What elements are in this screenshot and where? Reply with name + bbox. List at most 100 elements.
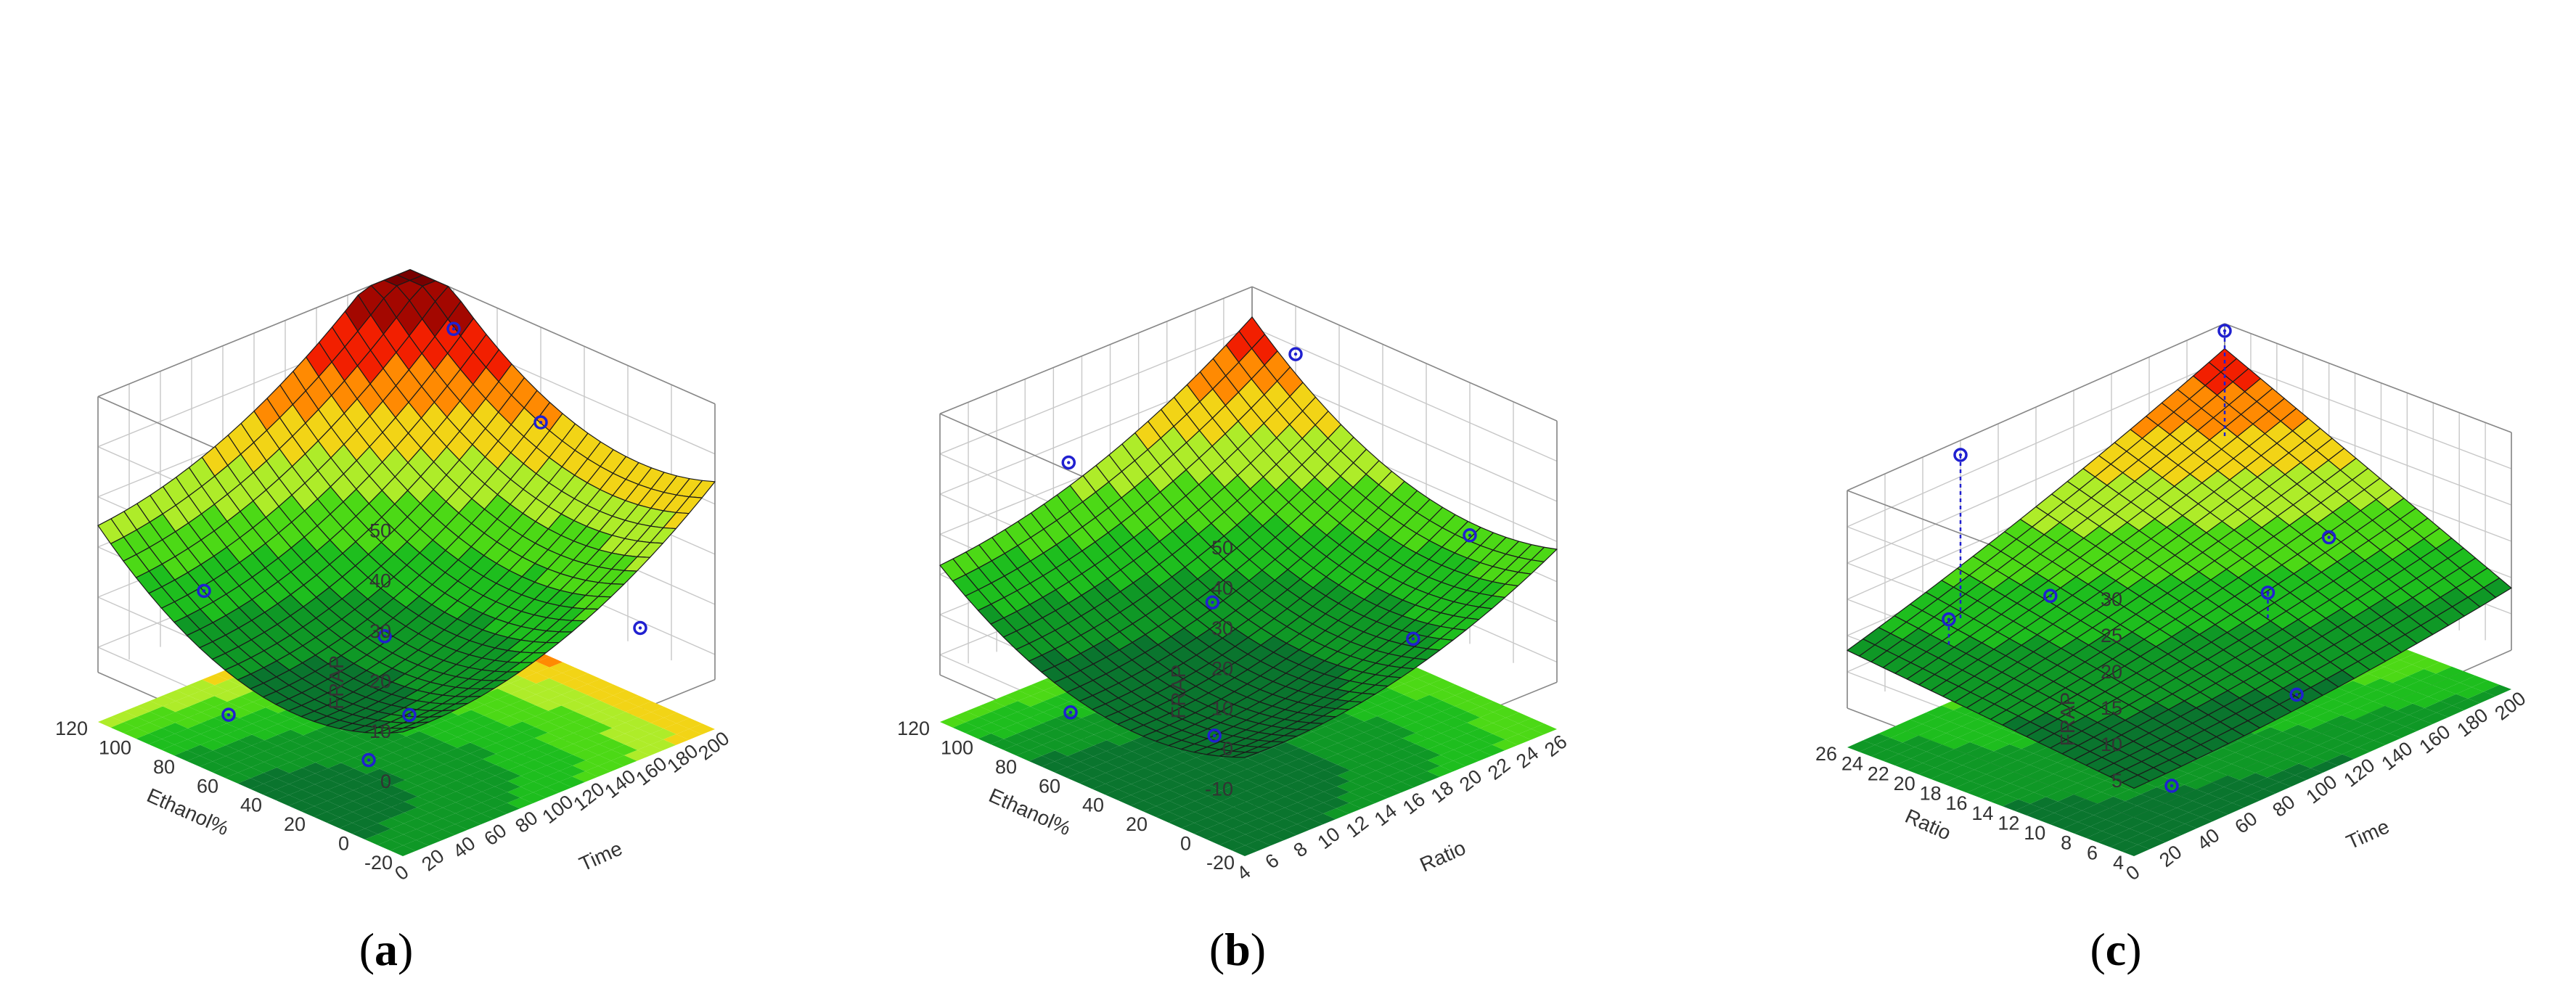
data-point-marker bbox=[1063, 705, 1078, 720]
data-point bbox=[377, 629, 392, 644]
y-tick-label: 12 bbox=[1998, 812, 2019, 834]
y-tick-label: 24 bbox=[1841, 753, 1863, 775]
y-tick-label: 8 bbox=[2061, 832, 2072, 854]
x-tick-label: 60 bbox=[2231, 808, 2261, 838]
z-tick-label: 30 bbox=[369, 620, 391, 642]
x-axis-title: Ratio bbox=[1416, 837, 1468, 876]
x-tick-label: 0 bbox=[2122, 861, 2143, 884]
x-tick-label: 24 bbox=[1512, 742, 1542, 773]
y-tick-label: 120 bbox=[897, 718, 930, 739]
z-tick-label: 10 bbox=[2101, 734, 2122, 755]
y-tick-label: 60 bbox=[1039, 775, 1060, 797]
y-tick-label: 60 bbox=[197, 775, 218, 797]
data-point-marker bbox=[402, 707, 417, 723]
data-point bbox=[1207, 728, 1222, 743]
y-tick-label: 20 bbox=[284, 813, 306, 835]
x-tick-label: 10 bbox=[1314, 823, 1344, 853]
z-tick-label: 20 bbox=[369, 670, 391, 692]
x-tick-label: 12 bbox=[1342, 811, 1373, 842]
data-point bbox=[197, 583, 211, 599]
data-point bbox=[1463, 528, 1477, 543]
data-point-marker bbox=[2043, 588, 2058, 604]
z-axis-title: FRAP bbox=[325, 655, 348, 710]
x-tick-label: 14 bbox=[1370, 800, 1401, 830]
data-point-marker bbox=[1953, 448, 1968, 462]
y-tick-label: 40 bbox=[1082, 794, 1104, 816]
x-tick-label: 20 bbox=[2155, 841, 2185, 871]
z-tick-label: 10 bbox=[369, 720, 391, 742]
data-point bbox=[446, 321, 461, 337]
y-tick-label: 0 bbox=[1180, 833, 1191, 855]
data-points bbox=[1942, 324, 2336, 793]
z-tick-label: 40 bbox=[369, 570, 391, 592]
data-point-marker bbox=[1061, 455, 1076, 470]
z-tick-label: 20 bbox=[1211, 657, 1233, 679]
x-axis-title: Time bbox=[576, 837, 626, 875]
y-tick-label: 100 bbox=[941, 736, 973, 758]
y-tick-label: 16 bbox=[1945, 792, 1967, 814]
data-point bbox=[221, 707, 236, 722]
data-point bbox=[2164, 779, 2179, 793]
y-tick-label: 120 bbox=[55, 718, 88, 739]
x-tick-label: 60 bbox=[480, 819, 510, 850]
data-point bbox=[1061, 455, 1076, 470]
z-tick-label: 50 bbox=[369, 520, 391, 542]
data-point-marker bbox=[533, 415, 548, 430]
x-tick-label: 40 bbox=[2193, 824, 2223, 855]
z-tick-label: 0 bbox=[1222, 738, 1233, 760]
x-tick-label: 4 bbox=[1232, 861, 1254, 884]
data-point bbox=[1406, 631, 1420, 646]
x-tick-label: 80 bbox=[511, 807, 541, 837]
z-tick-label: 15 bbox=[2101, 697, 2122, 719]
data-point bbox=[2289, 687, 2304, 702]
data-point-marker bbox=[1288, 347, 1303, 361]
response-surface bbox=[97, 269, 716, 734]
y-tick-label: 40 bbox=[240, 794, 262, 816]
y-tick-label: 0 bbox=[338, 833, 349, 855]
data-point-marker bbox=[633, 620, 647, 636]
data-point bbox=[1953, 448, 1968, 622]
y-tick-label: 22 bbox=[1868, 763, 1889, 784]
data-point-marker bbox=[2289, 687, 2304, 702]
z-tick-label: 25 bbox=[2101, 625, 2122, 646]
z-tick-label: 20 bbox=[2101, 661, 2122, 683]
y-axis-title: Ethanol% bbox=[144, 784, 232, 839]
data-points bbox=[197, 321, 647, 768]
y-tick-label: 20 bbox=[1126, 813, 1148, 835]
x-tick-label: 80 bbox=[2268, 791, 2299, 821]
y-tick-label: 14 bbox=[1971, 802, 1993, 824]
response-surface bbox=[1847, 348, 2512, 789]
data-point bbox=[2217, 324, 2232, 440]
panel-label: (b) bbox=[1209, 924, 1266, 975]
x-tick-label: 20 bbox=[417, 845, 448, 875]
z-tick-label: 0 bbox=[380, 771, 391, 792]
y-tick-label: 80 bbox=[995, 756, 1017, 778]
data-point-marker bbox=[197, 583, 211, 599]
panel-label: (c) bbox=[2090, 924, 2141, 975]
response-surface bbox=[939, 316, 1558, 758]
data-point-marker bbox=[2217, 324, 2232, 338]
y-tick-label: 26 bbox=[1815, 743, 1837, 765]
data-point-marker bbox=[1463, 528, 1477, 543]
data-point bbox=[402, 707, 417, 723]
z-tick-label: 30 bbox=[2101, 588, 2122, 610]
y-tick-label: 6 bbox=[2087, 842, 2098, 863]
data-point bbox=[633, 620, 647, 636]
z-tick-label: 5 bbox=[2111, 770, 2122, 792]
x-tick-label: 16 bbox=[1399, 788, 1429, 818]
data-point-marker bbox=[446, 321, 461, 337]
z-tick-label: 40 bbox=[1211, 578, 1233, 599]
data-points bbox=[1061, 347, 1477, 743]
z-axis-title: FRAP bbox=[2056, 692, 2079, 747]
x-tick-label: 8 bbox=[1289, 838, 1311, 862]
data-point-marker bbox=[221, 707, 236, 722]
y-tick-label: 18 bbox=[1920, 783, 1942, 805]
data-point-marker bbox=[377, 629, 392, 644]
x-tick-label: 40 bbox=[449, 832, 479, 863]
data-point bbox=[1942, 612, 1956, 649]
y-tick-label: 100 bbox=[99, 736, 131, 758]
